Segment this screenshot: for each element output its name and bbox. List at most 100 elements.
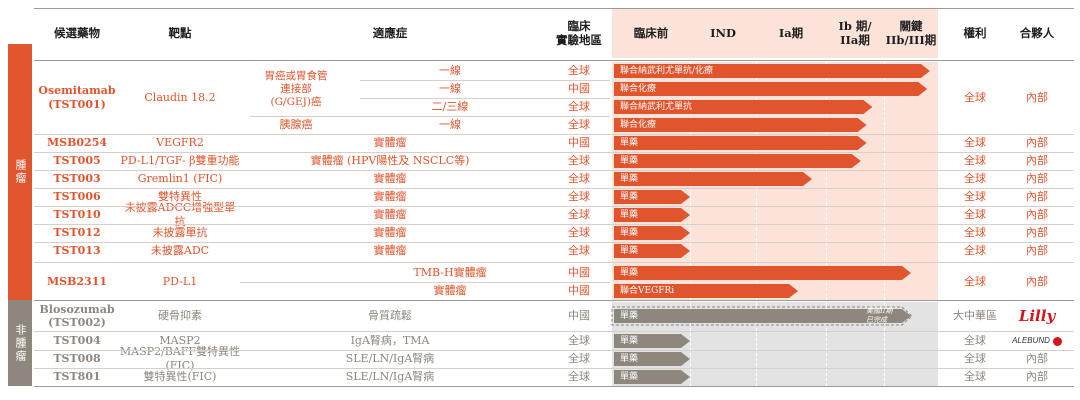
header-target: 靶點 — [168, 26, 192, 40]
region-cell: 中國 — [568, 284, 590, 297]
partner-cell: 內部 — [1026, 275, 1048, 288]
indication-cell: 實體瘤 — [373, 244, 407, 257]
indication-line: 二/三線 — [431, 100, 469, 113]
candidate-tst003: TST003 — [53, 172, 101, 185]
progress-bar — [614, 208, 690, 222]
header-phase1b2a: Ib 期/ IIa期 — [838, 19, 872, 47]
header-pivotal: 關鍵 IIb/III期 — [885, 19, 937, 47]
target-cell: 未披露ADC — [150, 244, 210, 257]
category-oncology-label: 腫瘤 — [8, 44, 32, 300]
rights-cell: 全球 — [964, 91, 986, 104]
rights-cell: 全球 — [964, 190, 986, 203]
partner-cell: 內部 — [1026, 190, 1048, 203]
target-cell: PD-L1 — [162, 275, 198, 288]
completed-phase-label: 美國II期 已完成 — [866, 307, 893, 324]
region-cell: 中國 — [568, 309, 590, 322]
indication-line: 一線 — [439, 118, 461, 131]
progress-bar — [614, 334, 690, 348]
region-cell: 全球 — [568, 244, 590, 257]
bar-label: 單藥 — [620, 174, 639, 184]
bar-label: 聯合VEGFRi — [620, 286, 675, 296]
bar-label: 單藥 — [620, 311, 639, 321]
bar-label: 聯合納武利尤單抗 — [620, 102, 693, 112]
bar-label: 單藥 — [620, 354, 639, 364]
progress-bar — [614, 266, 911, 280]
rights-cell: 全球 — [964, 244, 986, 257]
header-indication: 適應症 — [372, 26, 408, 40]
candidate-tst008: TST008 — [53, 352, 101, 365]
rights-cell: 全球 — [964, 334, 986, 347]
rights-cell: 全球 — [964, 352, 986, 365]
progress-bar — [614, 244, 690, 258]
header-preclinical: 臨床前 — [633, 26, 669, 40]
partner-cell: 內部 — [1026, 244, 1048, 257]
region-cell: 中國 — [568, 266, 590, 279]
header-partner: 合夥人 — [1019, 26, 1055, 40]
progress-bar — [614, 172, 812, 186]
tumor-pancreatic: 胰腺癌 — [279, 118, 313, 131]
indication-cell: 實體瘤 — [373, 226, 407, 239]
indication-line: 一線 — [439, 82, 461, 95]
bar-label: 聯合化療 — [620, 120, 657, 130]
stage-header-shade — [612, 8, 938, 58]
partner-cell: 內部 — [1026, 91, 1048, 104]
candidate-msb2311: MSB2311 — [46, 275, 108, 288]
region-cell: 中國 — [568, 82, 590, 95]
rights-cell: 全球 — [964, 136, 986, 149]
region-cell: 全球 — [568, 64, 590, 77]
progress-bar — [614, 370, 690, 384]
progress-bar — [614, 136, 867, 150]
rights-cell: 全球 — [964, 370, 986, 383]
progress-bar — [614, 154, 861, 168]
lilly-logo-text: Lilly — [1018, 307, 1056, 325]
target-claudin: Claudin 18.2 — [144, 91, 216, 104]
bar-label: 聯合納武利尤單抗/化療 — [620, 66, 714, 76]
alebund-logo-text: ALEBUND — [1012, 336, 1050, 345]
region-cell: 中國 — [568, 136, 590, 149]
target-cell: Gremlin1 (FIC) — [137, 172, 223, 185]
partner-cell: 內部 — [1026, 370, 1048, 383]
indication-cell: SLE/LN/IgA腎病 — [345, 370, 435, 383]
region-cell: 全球 — [568, 154, 590, 167]
region-cell: 全球 — [568, 334, 590, 347]
region-cell: 全球 — [568, 352, 590, 365]
indication-cell: 實體瘤 — [373, 172, 407, 185]
progress-bar — [614, 352, 690, 366]
bar-label: 單藥 — [620, 372, 639, 382]
rights-cell: 大中華區 — [953, 309, 997, 322]
progress-bar — [614, 284, 798, 298]
indication-cell: 實體瘤 — [373, 136, 407, 149]
indication-cell: 實體瘤 — [373, 208, 407, 221]
header-rights: 權利 — [963, 26, 987, 40]
header-region: 臨床 實驗地區 — [556, 19, 602, 47]
target-cell: MASP2 — [159, 334, 201, 347]
progress-bar — [614, 309, 911, 323]
region-cell: 全球 — [568, 370, 590, 383]
partner-cell: 內部 — [1026, 352, 1048, 365]
target-cell: VEGFR2 — [156, 136, 204, 149]
bar-label: 單藥 — [620, 268, 639, 278]
alebund-dot-icon — [1052, 336, 1062, 346]
candidate-tst012: TST012 — [53, 226, 101, 239]
candidate-tst801: TST801 — [53, 370, 101, 383]
indication-cell: 實體瘤 (HPV陽性及 NSCLC等) — [310, 154, 470, 167]
target-cell: 硬骨抑素 — [158, 309, 202, 322]
header-phase1a: Ia期 — [778, 26, 804, 40]
bar-label: 單藥 — [620, 156, 639, 166]
indication-cell: IgA腎病，TMA — [350, 334, 430, 347]
indication-line: TMB-H實體瘤 — [413, 266, 487, 279]
candidate-tst005: TST005 — [53, 154, 101, 167]
candidate-osemitamab: Osemitamab (TST001) — [38, 84, 116, 111]
indication-cell: SLE/LN/IgA腎病 — [345, 352, 435, 365]
target-cell: 雙特異性 — [158, 190, 202, 203]
completed-phase-outline — [611, 306, 913, 326]
rights-cell: 全球 — [964, 154, 986, 167]
region-cell: 全球 — [568, 226, 590, 239]
tumor-gastric: 胃癌或胃食管 連接部 (G/GEJ)癌 — [264, 69, 328, 108]
indication-cell: 實體瘤 — [373, 190, 407, 203]
target-cell: PD-L1/TGF- β雙重功能 — [120, 154, 240, 167]
partner-cell: 內部 — [1026, 136, 1048, 149]
bar-label: 聯合化療 — [620, 84, 657, 94]
target-cell: 雙特異性(FIC) — [143, 370, 217, 383]
